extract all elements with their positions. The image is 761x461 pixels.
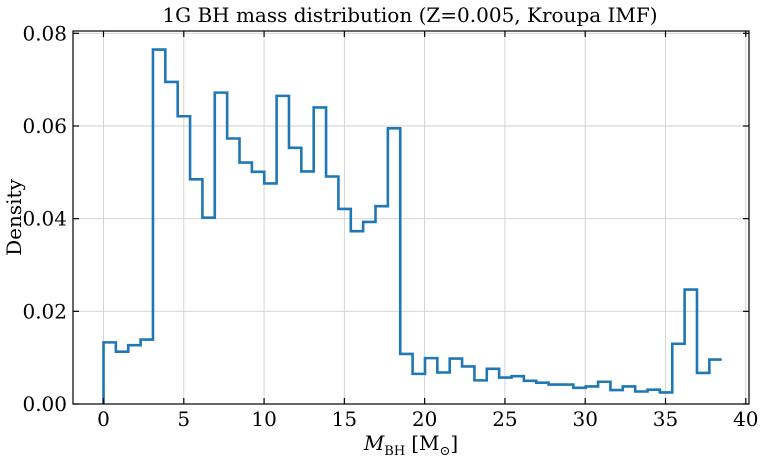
x-axis-label-unit-close: ] <box>450 431 458 455</box>
x-axis-label-sub: BH <box>384 444 405 459</box>
y-tick-label: 0.08 <box>22 21 67 45</box>
plot-frame <box>72 30 750 405</box>
y-tick-label: 0.06 <box>22 114 67 138</box>
y-tick-label: 0.02 <box>22 299 67 323</box>
y-axis-label: Density <box>2 178 26 255</box>
x-tick-label: 20 <box>412 407 437 431</box>
axis-ticks: 0 5 10 15 20 25 30 35 40 0.00 0.02 0.04 0.06 0.08 <box>22 21 758 431</box>
histogram-step-line <box>102 48 722 404</box>
x-tick-label: 40 <box>733 407 758 431</box>
x-tick-label: 15 <box>332 407 357 431</box>
x-tick-label: 5 <box>177 407 190 431</box>
grid <box>73 31 749 405</box>
x-tick-label: 10 <box>251 407 276 431</box>
x-tick-label: 35 <box>653 407 678 431</box>
x-axis-label-main: M <box>363 431 385 455</box>
chart-title: 1G BH mass distribution (Z=0.005, Kroupa… <box>162 3 657 27</box>
x-axis-label-unit: [M <box>411 431 439 455</box>
y-tick-label: 0.00 <box>22 392 67 416</box>
y-tick-label: 0.04 <box>22 207 67 231</box>
x-tick-label: 25 <box>492 407 517 431</box>
x-axis-label: MBH [M⊙] <box>363 431 458 459</box>
x-axis-label-unit-sub: ⊙ <box>439 444 450 459</box>
x-tick-label: 0 <box>97 407 110 431</box>
x-tick-label: 30 <box>572 407 597 431</box>
